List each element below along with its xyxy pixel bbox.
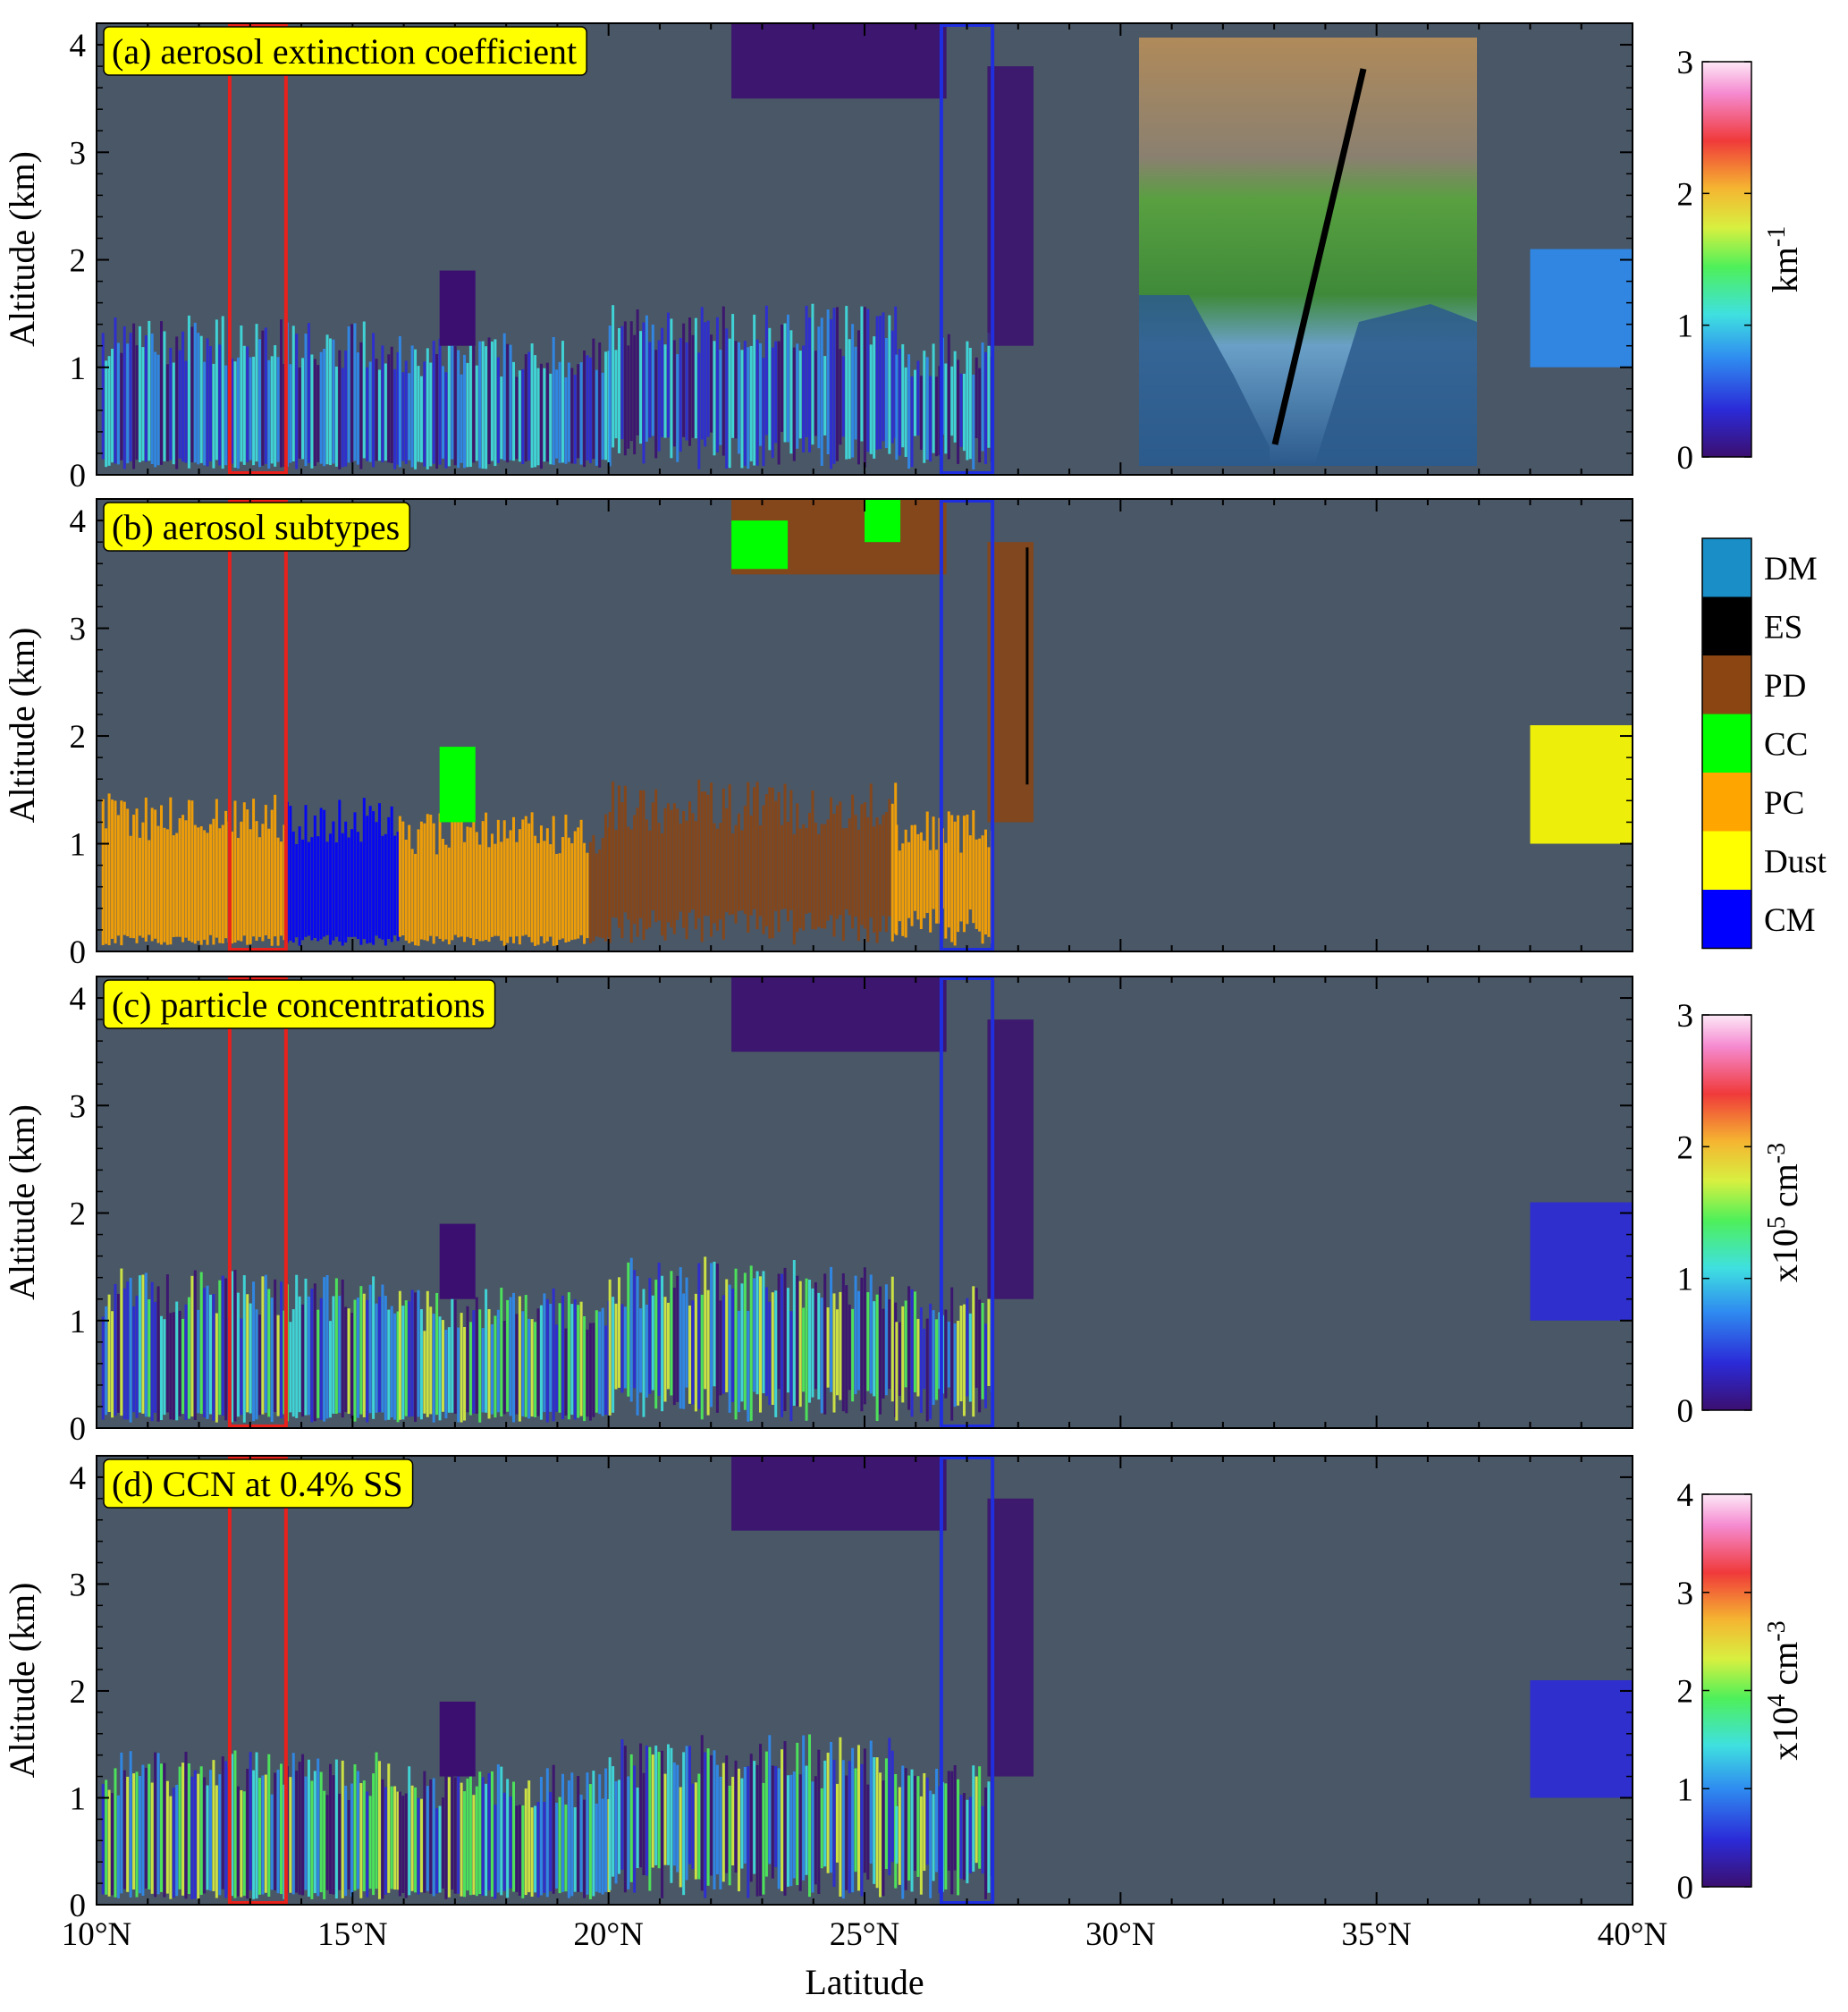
panel-d: 0 1 2 3 4 Altitude (km) (d) CCN at 0.4% SS 0 1 2 3… xyxy=(2,1455,1805,1924)
legend-label: ES xyxy=(1764,609,1802,646)
red-highlight-box xyxy=(227,1456,288,1905)
x-tick-label: 15°N xyxy=(317,1916,388,1953)
y-tick-label: 0 xyxy=(70,934,87,971)
colorbar-tick-label: 1 xyxy=(1677,1771,1694,1808)
colorbar-tick-label: 3 xyxy=(1677,1576,1694,1612)
colorbar-tick-label: 0 xyxy=(1677,440,1694,477)
colorbar-tick-label: 2 xyxy=(1677,176,1694,213)
colorbar-tick-label: 1 xyxy=(1677,309,1694,345)
legend-label: Dust xyxy=(1764,843,1827,880)
panel-c: 0 1 2 3 4 Altitude (km) (c) particle concentra… xyxy=(2,976,1805,1448)
panel-title-box xyxy=(103,502,410,552)
panel-title: (d) CCN at 0.4% SS xyxy=(112,1464,403,1504)
y-tick-label: 3 xyxy=(70,1088,87,1125)
colorbar-tick-label: 0 xyxy=(1677,1870,1694,1906)
y-tick-label: 3 xyxy=(70,612,87,648)
panel-a: 0 1 2 3 4 Altitude (km) (a) aerosol extinction… xyxy=(2,22,1805,495)
legend-swatch-cm xyxy=(1702,890,1751,949)
x-axis-label: Latitude xyxy=(805,1962,924,2002)
colorbar-label: x105 cm-3 xyxy=(1763,1143,1805,1282)
panel-title-box xyxy=(103,26,587,76)
colorbar xyxy=(1701,1493,1752,1888)
data-field xyxy=(101,499,1633,946)
data-field xyxy=(101,976,1633,1423)
y-tick-label: 0 xyxy=(70,458,87,495)
y-axis-label: Altitude (km) xyxy=(2,628,42,824)
colorbar-tick-label: 2 xyxy=(1677,1674,1694,1711)
x-tick-label: 35°N xyxy=(1341,1916,1412,1953)
y-tick-label: 4 xyxy=(70,981,87,1018)
legend-label: CC xyxy=(1764,726,1808,763)
y-tick-label: 3 xyxy=(70,1567,87,1603)
colorbar-label: km-1 xyxy=(1763,226,1805,292)
red-highlight-box xyxy=(227,23,288,475)
x-tick-label: 30°N xyxy=(1085,1916,1156,1953)
colorbar xyxy=(1701,1014,1752,1411)
y-axis-label: Altitude (km) xyxy=(2,1583,42,1779)
panel-title: (b) aerosol subtypes xyxy=(112,507,400,547)
y-tick-label: 0 xyxy=(70,1411,87,1448)
x-tick-label: 20°N xyxy=(573,1916,644,1953)
legend-label: PC xyxy=(1764,785,1804,822)
legend-swatch-dust xyxy=(1702,831,1751,890)
red-highlight-box xyxy=(227,499,288,951)
panel-title-box xyxy=(103,1458,414,1509)
y-tick-label: 3 xyxy=(70,135,87,172)
y-tick-label: 2 xyxy=(70,719,87,756)
y-tick-label: 1 xyxy=(70,827,87,864)
legend-swatch-pc xyxy=(1702,773,1751,832)
colorbar-tick-label: 4 xyxy=(1677,1477,1694,1514)
x-tick-label: 25°N xyxy=(830,1916,900,1953)
colorbar-tick-label: 3 xyxy=(1677,45,1694,81)
legend-swatch-es xyxy=(1702,596,1751,655)
panel-title: (a) aerosol extinction coefficient xyxy=(112,31,577,72)
y-tick-label: 0 xyxy=(70,1888,87,1924)
legend-swatch-pd xyxy=(1702,655,1751,714)
y-tick-label: 2 xyxy=(70,1674,87,1711)
colorbar-tick-label: 1 xyxy=(1677,1262,1694,1298)
y-tick-label: 2 xyxy=(70,243,87,280)
india-map-inset xyxy=(1139,38,1477,466)
colorbar-tick-label: 0 xyxy=(1677,1393,1694,1430)
y-axis-label: Altitude (km) xyxy=(2,151,42,347)
y-tick-label: 1 xyxy=(70,351,87,387)
legend-swatch-cc xyxy=(1702,714,1751,773)
y-tick-label: 4 xyxy=(70,28,87,64)
transect-line xyxy=(1271,68,1367,445)
colorbar-tick-label: 2 xyxy=(1677,1129,1694,1166)
colorbar-tick-label: 3 xyxy=(1677,998,1694,1035)
legend-swatch-dm xyxy=(1702,538,1751,597)
y-tick-label: 4 xyxy=(70,503,87,540)
legend-label: DM xyxy=(1764,551,1818,588)
legend-label: PD xyxy=(1764,668,1806,705)
x-tick-label: 40°N xyxy=(1598,1916,1668,1953)
x-axis: 10°N 15°N 20°N 25°N 30°N 35°N 40°N Latitude xyxy=(62,1916,1668,2002)
y-tick-label: 1 xyxy=(70,1780,87,1817)
panel-b: 0 1 2 3 4 Altitude (km) (b) aerosol subtypes DM… xyxy=(2,498,1827,971)
y-axis-label: Altitude (km) xyxy=(2,1104,42,1300)
panel-title-box xyxy=(103,979,496,1029)
y-tick-label: 2 xyxy=(70,1196,87,1233)
y-tick-label: 1 xyxy=(70,1304,87,1340)
colorbar xyxy=(1701,61,1752,458)
legend-label: CM xyxy=(1764,902,1816,939)
panel-title: (c) particle concentrations xyxy=(112,985,485,1025)
red-highlight-box xyxy=(227,976,288,1428)
y-tick-label: 4 xyxy=(70,1460,87,1497)
colorbar-label: x104 cm-3 xyxy=(1763,1620,1805,1760)
x-tick-label: 10°N xyxy=(62,1916,132,1953)
